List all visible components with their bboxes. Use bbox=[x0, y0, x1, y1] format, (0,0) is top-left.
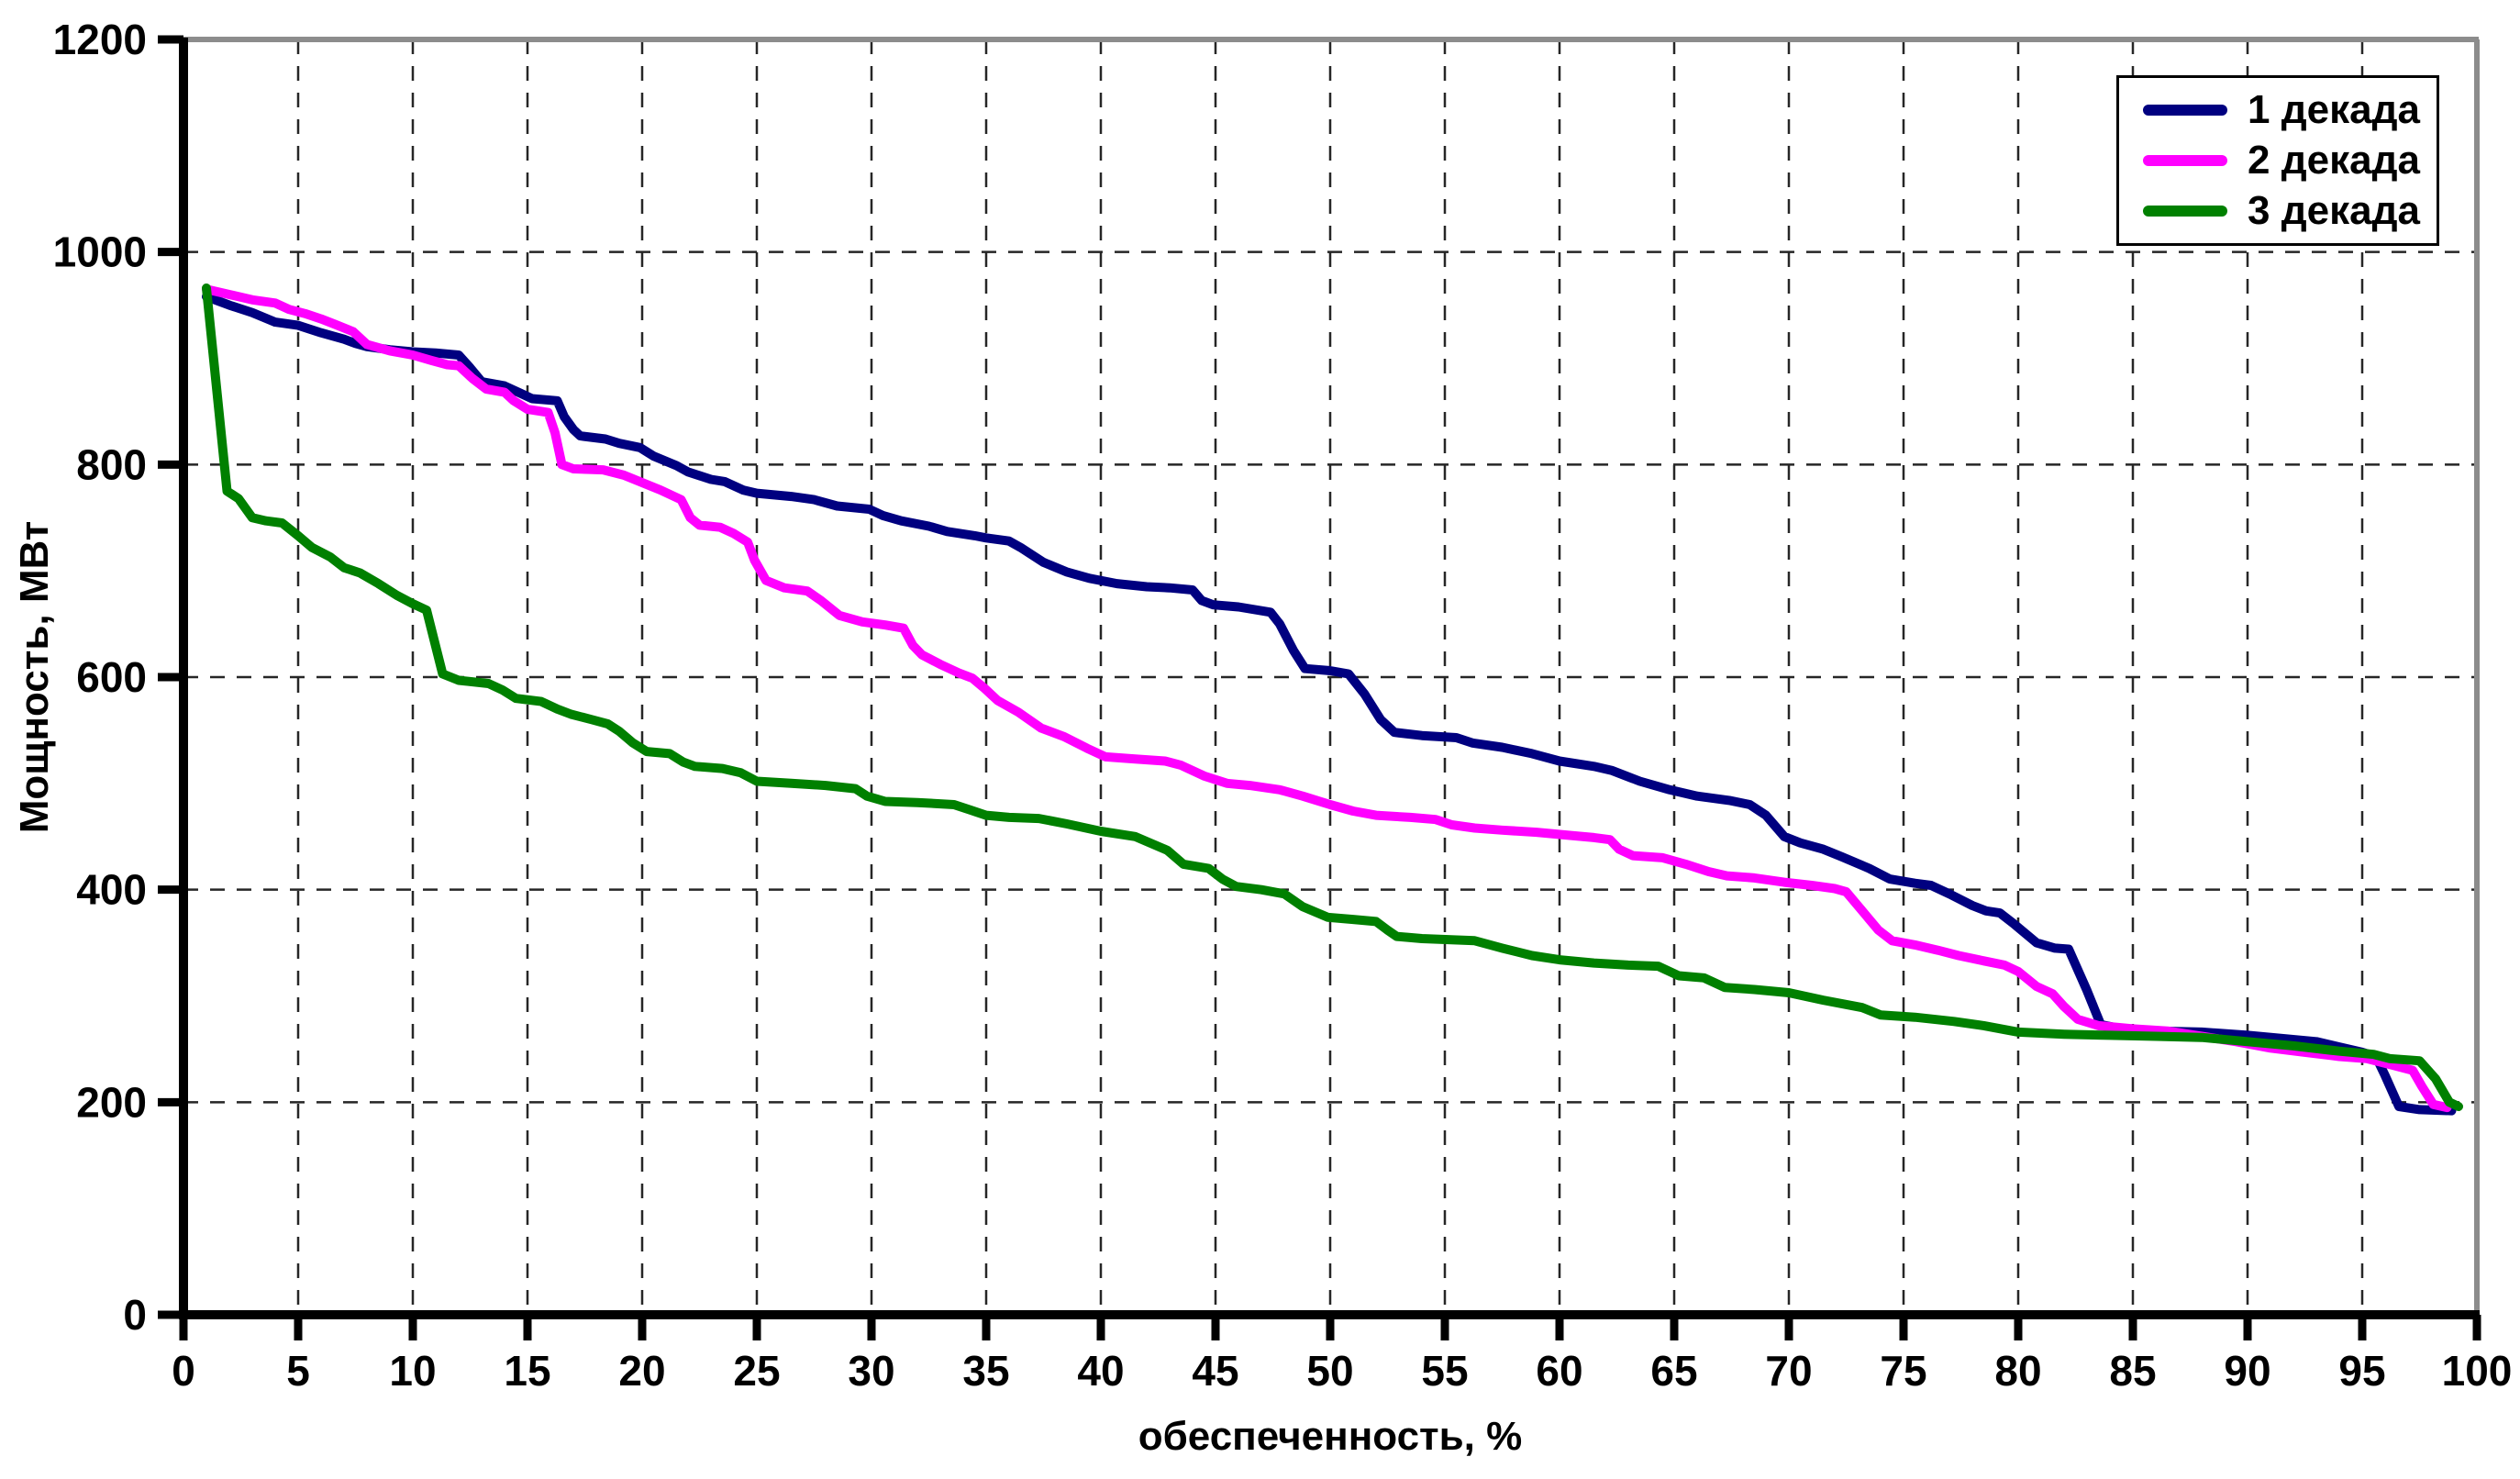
x-tick-label: 95 bbox=[2338, 1347, 2385, 1395]
legend-item-2: 2 декада bbox=[2143, 137, 2429, 183]
y-axis-title: Мощность, МВт bbox=[12, 521, 57, 833]
x-tick-label: 80 bbox=[1994, 1347, 2041, 1395]
x-tick-label: 10 bbox=[389, 1347, 436, 1395]
x-tick-label: 50 bbox=[1306, 1347, 1353, 1395]
legend-item-3: 3 декада bbox=[2143, 187, 2429, 233]
y-tick-label: 0 bbox=[123, 1291, 147, 1339]
legend-item-1: 1 декада bbox=[2143, 90, 2429, 130]
legend-line-swatch-series-2 bbox=[2143, 154, 2227, 166]
x-tick-label: 60 bbox=[1536, 1347, 1582, 1395]
tick-labels: 0 5 10 15 20 25 30 35 40 45 50 55 60 65 70 75 80 85 90 95 10… bbox=[53, 16, 2513, 1395]
y-tick-label: 1200 bbox=[53, 16, 147, 63]
x-tick-label: 55 bbox=[1421, 1347, 1468, 1395]
series-line-3 bbox=[202, 284, 2463, 1111]
y-tick-label: 800 bbox=[76, 440, 147, 488]
y-tick-label: 1000 bbox=[53, 228, 147, 276]
x-tick-label: 20 bbox=[618, 1347, 665, 1395]
x-tick-label: 100 bbox=[2442, 1347, 2513, 1395]
series-line-1 bbox=[202, 292, 2457, 1116]
y-tick-label: 200 bbox=[76, 1078, 147, 1126]
series-line-2 bbox=[202, 284, 2452, 1113]
x-tick-label: 35 bbox=[962, 1347, 1009, 1395]
y-tick-label: 600 bbox=[76, 653, 147, 701]
x-tick-label: 65 bbox=[1650, 1347, 1697, 1395]
x-tick-label: 30 bbox=[848, 1347, 894, 1395]
tick-marks bbox=[158, 35, 2481, 1340]
x-tick-label: 75 bbox=[1880, 1347, 1926, 1395]
x-tick-label: 25 bbox=[733, 1347, 780, 1395]
legend-line-swatch-series-3 bbox=[2143, 205, 2227, 217]
legend-label-series-2: 2 декада bbox=[2248, 137, 2420, 183]
x-tick-label: 90 bbox=[2224, 1347, 2270, 1395]
x-tick-label: 5 bbox=[286, 1347, 310, 1395]
x-tick-label: 85 bbox=[2109, 1347, 2156, 1395]
x-tick-label: 70 bbox=[1765, 1347, 1812, 1395]
x-tick-label: 45 bbox=[1192, 1347, 1238, 1395]
x-tick-label: 40 bbox=[1077, 1347, 1124, 1395]
legend-label-series-3: 3 декада bbox=[2248, 187, 2420, 233]
x-tick-label: 15 bbox=[504, 1347, 550, 1395]
plot-border bbox=[183, 37, 2480, 1315]
y-tick-label: 400 bbox=[76, 866, 147, 914]
x-tick-label: 0 bbox=[172, 1347, 195, 1395]
x-axis-title: обеспеченность, % bbox=[1138, 1414, 1522, 1459]
legend-label-series-1: 1 декада bbox=[2248, 87, 2420, 133]
legend: 1 декада 2 декада 3 декада bbox=[2116, 75, 2439, 246]
legend-line-swatch-series-1 bbox=[2143, 105, 2227, 117]
